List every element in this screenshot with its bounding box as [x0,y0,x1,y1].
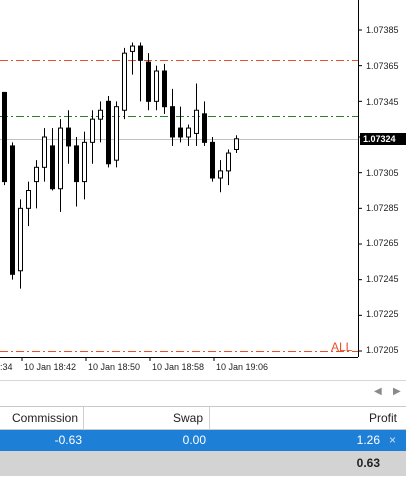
time-label: :34 [0,362,13,372]
candle-body [42,136,47,168]
candle-body [90,118,95,143]
candle-body [170,106,175,138]
swap-value: 0.00 [182,433,206,447]
scroll-left-icon[interactable]: ◀ [374,386,382,397]
commission-value: -0.63 [54,433,82,447]
profit-value: 1.26 [356,433,380,447]
price-chart[interactable]: 1.07385 1.07365 1.07345 1.07324 1.07305 … [0,0,406,380]
current-price-label: 1.07324 [360,133,406,145]
time-label: 10 Jan 18:42 [24,362,77,372]
price-label: 1.07265 [366,238,399,248]
candle-body [162,70,167,108]
candle-body [66,127,71,147]
candle-body [18,207,23,272]
chart-canvas [0,0,362,361]
candle-body [2,91,7,183]
table-header: Commission Swap Profit [0,406,406,430]
price-label: 1.07205 [366,345,399,355]
candle-body [146,61,151,102]
time-label: 10 Jan 18:58 [152,362,205,372]
candle-body [178,127,183,138]
all-level-label: ALL [331,340,353,354]
price-label: 1.07245 [366,274,399,284]
candle-body [210,141,215,179]
table-row[interactable]: -0.63 0.00 1.26 × [0,430,406,451]
column-header-profit[interactable]: Profit [368,411,397,425]
candle-body [130,45,135,52]
price-label: 1.07225 [366,309,399,319]
candle-body [154,70,159,102]
chart-scrollbar[interactable]: ◀ ▶ [0,380,406,406]
candle-body [122,52,127,111]
candle-body [10,145,15,275]
candle-body [114,106,119,161]
candle-body [138,45,143,61]
price-label: 1.07285 [366,203,399,213]
candle-body [26,190,31,209]
candle-body [58,127,63,190]
price-label: 1.07365 [366,61,399,71]
time-label: 10 Jan 19:06 [216,362,269,372]
candle-body [50,145,55,190]
candle-body [106,100,111,165]
terminal-panel: Commission Swap Profit -0.63 0.00 1.26 ×… [0,406,406,486]
scroll-right-icon[interactable]: ▶ [393,386,401,397]
time-label: 10 Jan 18:50 [88,362,141,372]
price-label: 1.07305 [366,168,399,178]
close-position-icon[interactable]: × [389,433,397,447]
price-label: 1.07345 [366,97,399,107]
candle-body [34,166,39,183]
candle-body [194,109,199,134]
total-profit-value: 0.63 [356,456,380,470]
candle-body [74,145,79,183]
candle-body [226,152,231,172]
candle-body [82,141,87,183]
candle-body [98,109,103,120]
candle-body [234,138,239,150]
column-header-commission[interactable]: Commission [0,407,84,430]
candle-body [202,113,207,143]
price-label: 1.07385 [366,25,399,35]
candle-body [218,170,223,179]
candle-body [186,127,191,138]
column-header-swap[interactable]: Swap [84,407,210,430]
total-row: 0.63 [0,451,406,476]
